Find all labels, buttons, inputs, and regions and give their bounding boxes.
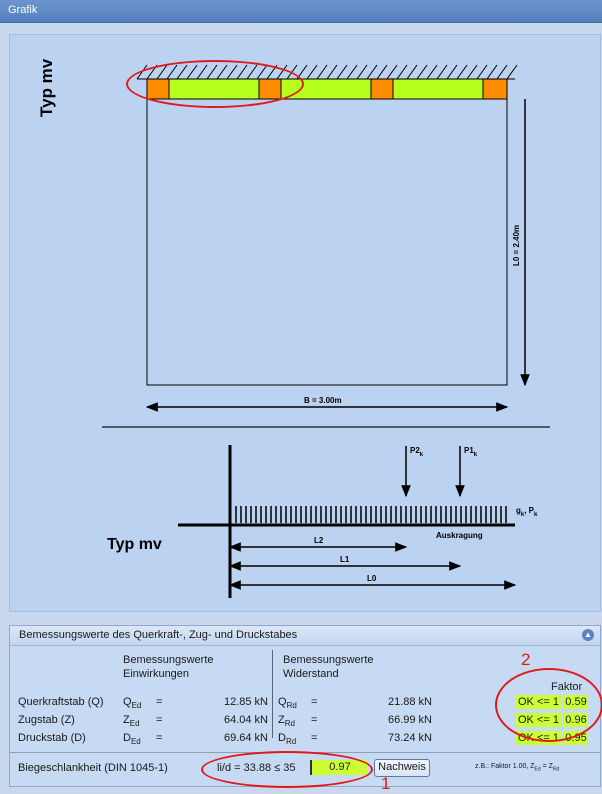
faktor-header: Faktor — [551, 681, 583, 693]
row-sym: DEd — [123, 732, 141, 747]
row-eq: = — [156, 714, 163, 726]
window-title: Grafik — [8, 4, 38, 16]
row-e-value: 69.64 kN — [223, 732, 268, 744]
row-factor: 0.96 — [564, 713, 588, 727]
column-divider — [272, 650, 273, 738]
l0-label: L0 — [367, 574, 377, 583]
annotation-marker-1: 1 — [381, 774, 391, 793]
col-right-header-2: Widerstand — [283, 668, 339, 680]
title-bar: Grafik — [0, 0, 602, 23]
row-label: Druckstab (D) — [18, 732, 86, 744]
biege-value: 0.97 — [310, 760, 368, 775]
row-factor: 0.59 — [564, 695, 588, 709]
row-e-value: 64.04 kN — [223, 714, 268, 726]
support-block — [258, 78, 282, 100]
row-sym: QEd — [123, 696, 142, 711]
l2-label: L2 — [314, 536, 324, 545]
row-separator — [10, 752, 600, 753]
row-r-value: 73.24 kN — [387, 732, 432, 744]
height-dim-label: L0 = 2.40m — [512, 225, 521, 266]
beam — [146, 78, 508, 100]
row-eq: = — [156, 732, 163, 744]
row-label: Zugstab (Z) — [18, 714, 75, 726]
width-dim-label: B = 3.00m — [304, 396, 342, 405]
row-check: OK <= 1 — [516, 731, 562, 745]
row-eq: = — [156, 696, 163, 708]
row-e-value: 12.85 kN — [223, 696, 268, 708]
support-block — [146, 78, 170, 100]
row-check: OK <= 1 — [516, 695, 562, 709]
row-factor: 0.95 — [564, 731, 588, 745]
load-g-p-label: gk, Pk — [516, 506, 538, 518]
p1-label: P1k — [464, 446, 478, 458]
l1-label: L1 — [340, 555, 350, 564]
row-r-sym: QRd — [278, 696, 297, 711]
typ-label-horizontal: Typ mv — [107, 536, 162, 553]
support-block — [482, 78, 508, 100]
col-right-header-1: Bemessungswerte — [283, 654, 374, 666]
structure-drawing: L0 = 2.40m B = 3.00m Typ mv P2k P1k gk, … — [37, 58, 550, 598]
design-values-panel: Bemessungswerte des Querkraft-, Zug- und… — [9, 625, 601, 787]
auskragung-label: Auskragung — [436, 531, 483, 540]
p2-label: P2k — [410, 446, 424, 458]
graphic-area: L0 = 2.40m B = 3.00m Typ mv P2k P1k gk, … — [9, 34, 601, 612]
support-blocks — [146, 78, 508, 100]
panel-title: Bemessungswerte des Querkraft-, Zug- und… — [19, 629, 298, 641]
row-sym: ZEd — [123, 714, 140, 729]
wall-outline — [146, 98, 508, 386]
row-r-eq: = — [311, 696, 318, 708]
biege-formula: li/d = 33.88 ≤ 35 — [217, 762, 296, 774]
support-block — [370, 78, 394, 100]
row-r-eq: = — [311, 732, 318, 744]
typ-label-vertical: Typ mv — [37, 58, 56, 117]
row-r-sym: ZRd — [278, 714, 295, 729]
row-check: OK <= 1 — [516, 713, 562, 727]
col-left-header-1: Bemessungswerte — [123, 654, 214, 666]
row-r-value: 66.99 kN — [387, 714, 432, 726]
distributed-load — [235, 506, 507, 523]
row-label: Querkraftstab (Q) — [18, 696, 104, 708]
footnote: z.B.: Faktor 1.00, ZEd = ZRd — [475, 763, 560, 773]
col-left-header-2: Einwirkungen — [123, 668, 190, 680]
ceiling-hatch — [136, 64, 518, 80]
annotation-marker-2: 2 — [521, 650, 531, 669]
row-r-value: 21.88 kN — [387, 696, 432, 708]
row-r-eq: = — [311, 714, 318, 726]
biege-label: Biegeschlankheit (DIN 1045-1) — [18, 762, 168, 774]
panel-header[interactable]: Bemessungswerte des Querkraft-, Zug- und… — [10, 626, 600, 646]
collapse-icon[interactable]: ▲ — [582, 629, 594, 641]
row-r-sym: DRd — [278, 732, 297, 747]
nachweis-button[interactable]: Nachweis — [374, 759, 430, 777]
